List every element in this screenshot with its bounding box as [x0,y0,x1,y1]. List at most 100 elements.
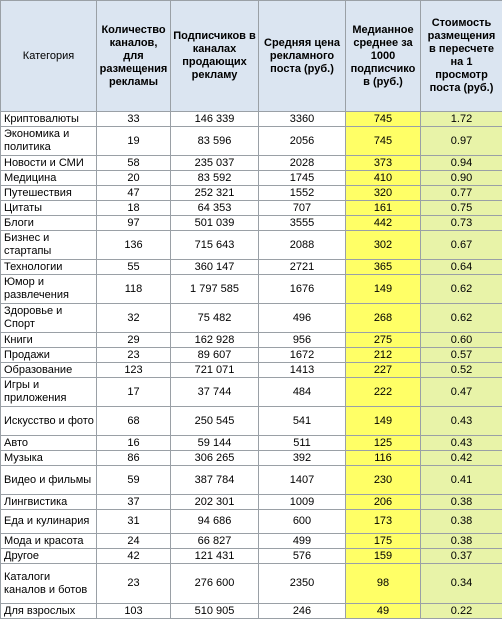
table-row: Другое 42 121 431 576 159 0.37 [0,548,502,564]
category-cell: Для взрослых [0,603,97,619]
value-cell: 59 144 [170,435,259,451]
value-cell: 0.52 [420,362,502,378]
category-cell: Новости и СМИ [0,155,97,171]
category-cell: Медицина [0,170,97,186]
value-cell: 576 [258,548,346,564]
value-cell: 365 [345,259,421,275]
category-cell: Экономика и политика [0,126,97,156]
value-cell: 2350 [258,563,346,604]
value-cell: 275 [345,332,421,348]
category-cell: Образование [0,362,97,378]
category-cell: Каталоги каналов и ботов [0,563,97,604]
value-cell: 149 [345,406,421,436]
value-cell: 212 [345,347,421,363]
category-cell: Авто [0,435,97,451]
value-cell: 0.41 [420,465,502,495]
table-row: Для взрослых 103 510 905 246 49 0.22 [0,603,502,619]
value-cell: 1 797 585 [170,274,259,304]
value-cell: 410 [345,170,421,186]
value-cell: 118 [96,274,171,304]
table-row: Продажи 23 89 607 1672 212 0.57 [0,347,502,363]
value-cell: 227 [345,362,421,378]
value-cell: 0.57 [420,347,502,363]
value-cell: 745 [345,111,421,127]
table-row: Цитаты 18 64 353 707 161 0.75 [0,200,502,216]
value-cell: 64 353 [170,200,259,216]
value-cell: 98 [345,563,421,604]
category-cell: Здоровье и Спорт [0,303,97,333]
value-cell: 1.72 [420,111,502,127]
table-row: Новости и СМИ 58 235 037 2028 373 0.94 [0,155,502,171]
value-cell: 496 [258,303,346,333]
value-cell: 721 071 [170,362,259,378]
category-cell: Цитаты [0,200,97,216]
value-cell: 16 [96,435,171,451]
table-row: Технологии 55 360 147 2721 365 0.64 [0,259,502,275]
value-cell: 230 [345,465,421,495]
value-cell: 86 [96,450,171,466]
value-cell: 510 905 [170,603,259,619]
value-cell: 2721 [258,259,346,275]
header-cell: Средняя цена рекламного поста (руб.) [258,0,346,112]
value-cell: 123 [96,362,171,378]
value-cell: 2056 [258,126,346,156]
value-cell: 392 [258,450,346,466]
value-cell: 58 [96,155,171,171]
value-cell: 0.77 [420,185,502,201]
value-cell: 175 [345,533,421,549]
value-cell: 246 [258,603,346,619]
category-cell: Продажи [0,347,97,363]
value-cell: 0.60 [420,332,502,348]
header-cell: Количество каналов, для размещения рекла… [96,0,171,112]
category-cell: Криптовалюты [0,111,97,127]
value-cell: 116 [345,450,421,466]
value-cell: 162 928 [170,332,259,348]
value-cell: 484 [258,377,346,407]
category-cell: Музыка [0,450,97,466]
value-cell: 501 039 [170,215,259,231]
value-cell: 47 [96,185,171,201]
value-cell: 68 [96,406,171,436]
category-cell: Видео и фильмы [0,465,97,495]
value-cell: 3555 [258,215,346,231]
value-cell: 1745 [258,170,346,186]
table-row: Криптовалюты 33 146 339 3360 745 1.72 [0,111,502,127]
value-cell: 136 [96,230,171,260]
category-cell: Технологии [0,259,97,275]
table-row: Искусство и фото 68 250 545 541 149 0.43 [0,406,502,436]
value-cell: 159 [345,548,421,564]
value-cell: 442 [345,215,421,231]
table-row: Медицина 20 83 592 1745 410 0.90 [0,170,502,186]
value-cell: 235 037 [170,155,259,171]
table-row: Видео и фильмы 59 387 784 1407 230 0.41 [0,465,502,495]
value-cell: 37 744 [170,377,259,407]
value-cell: 250 545 [170,406,259,436]
value-cell: 222 [345,377,421,407]
table-row: Книги 29 162 928 956 275 0.60 [0,332,502,348]
table-row: Музыка 86 306 265 392 116 0.42 [0,450,502,466]
value-cell: 202 301 [170,494,259,510]
value-cell: 2028 [258,155,346,171]
value-cell: 97 [96,215,171,231]
value-cell: 956 [258,332,346,348]
value-cell: 49 [345,603,421,619]
table-row: Авто 16 59 144 511 125 0.43 [0,435,502,451]
category-cell: Путешествия [0,185,97,201]
value-cell: 387 784 [170,465,259,495]
value-cell: 59 [96,465,171,495]
value-cell: 268 [345,303,421,333]
value-cell: 94 686 [170,509,259,534]
table-row: Еда и кулинария 31 94 686 600 173 0.38 [0,509,502,534]
value-cell: 32 [96,303,171,333]
header-cell: Медианное среднее за 1000 подписчико в (… [345,0,421,112]
value-cell: 1676 [258,274,346,304]
value-cell: 66 827 [170,533,259,549]
table-row: Лингвистика 37 202 301 1009 206 0.38 [0,494,502,510]
value-cell: 0.38 [420,533,502,549]
table-row: Игры и приложения 17 37 744 484 222 0.47 [0,377,502,407]
table-row: Мода и красота 24 66 827 499 175 0.38 [0,533,502,549]
category-cell: Мода и красота [0,533,97,549]
value-cell: 0.37 [420,548,502,564]
